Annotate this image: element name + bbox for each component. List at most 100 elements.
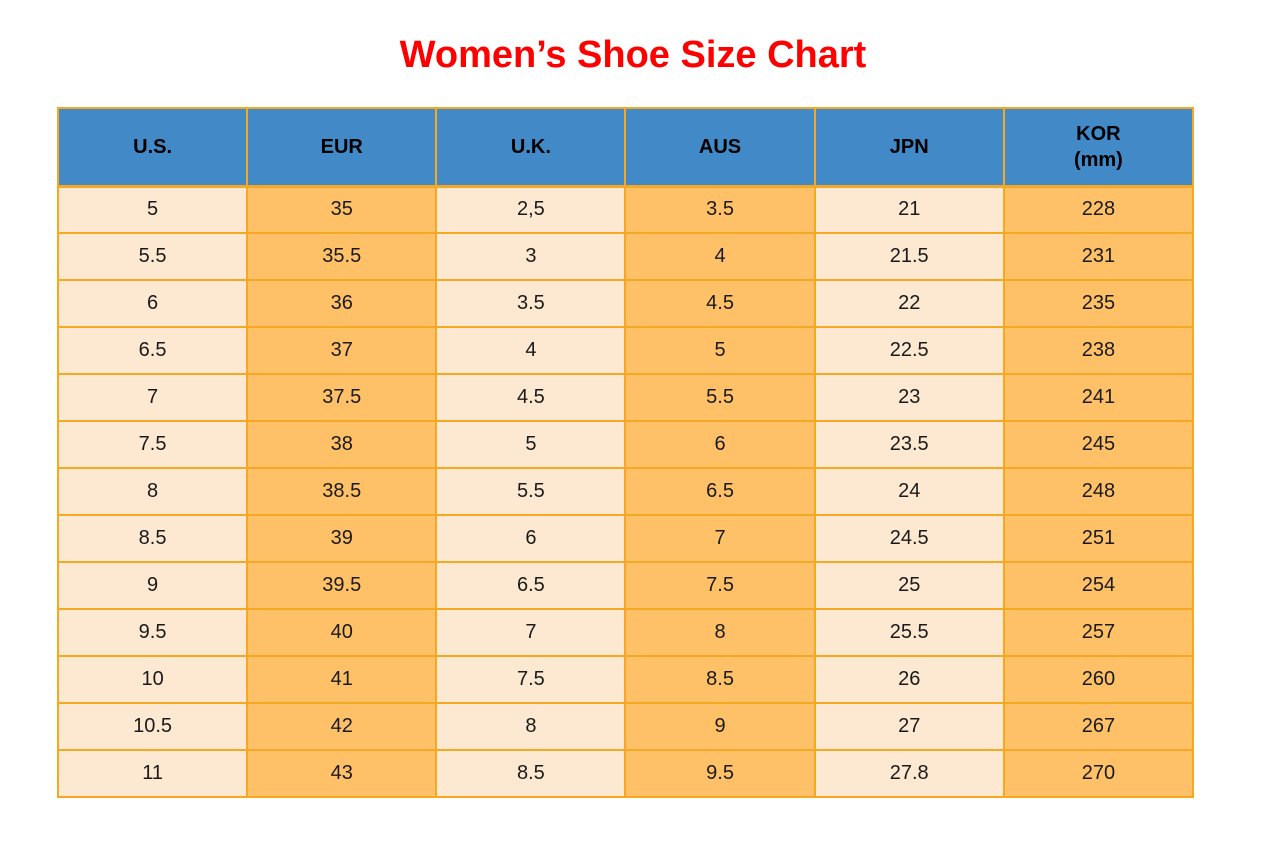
table-cell: 245 xyxy=(1002,420,1195,469)
table-cell: 231 xyxy=(1002,232,1195,281)
table-cell: 38 xyxy=(246,420,438,469)
table-cell: 235 xyxy=(1002,279,1195,328)
header-cell-uk: U.K. xyxy=(435,107,627,188)
header-cell-eur: EUR xyxy=(246,107,438,188)
table-row: 9.5 40 7 8 25.5 257 xyxy=(56,608,1195,657)
table-cell: 260 xyxy=(1002,655,1195,704)
table-cell: 42 xyxy=(246,702,438,751)
table-cell: 8.5 xyxy=(56,514,249,563)
table-cell: 228 xyxy=(1002,185,1195,234)
table-cell: 238 xyxy=(1002,326,1195,375)
table-body: 5 35 2,5 3.5 21 228 5.5 35.5 3 4 21.5 231 6 36 3.5 4.5 2… xyxy=(56,185,1195,798)
table-row: 6 36 3.5 4.5 22 235 xyxy=(56,279,1195,328)
table-cell: 6 xyxy=(624,420,816,469)
table-cell: 241 xyxy=(1002,373,1195,422)
table-cell: 6 xyxy=(435,514,627,563)
table-cell: 6.5 xyxy=(624,467,816,516)
table-cell: 3 xyxy=(435,232,627,281)
table-cell: 6.5 xyxy=(435,561,627,610)
table-row: 7.5 38 5 6 23.5 245 xyxy=(56,420,1195,469)
header-cell-kor-label: KOR xyxy=(1076,122,1121,145)
table-cell: 6 xyxy=(56,279,249,328)
table-cell: 21.5 xyxy=(813,232,1005,281)
table-row: 11 43 8.5 9.5 27.8 270 xyxy=(56,749,1195,798)
table-cell: 6.5 xyxy=(56,326,249,375)
table-cell: 35 xyxy=(246,185,438,234)
table-cell: 24 xyxy=(813,467,1005,516)
table-cell: 43 xyxy=(246,749,438,798)
table-cell: 7 xyxy=(435,608,627,657)
table-cell: 248 xyxy=(1002,467,1195,516)
table-cell: 5 xyxy=(624,326,816,375)
table-cell: 8 xyxy=(56,467,249,516)
table-cell: 7.5 xyxy=(624,561,816,610)
table-cell: 37.5 xyxy=(246,373,438,422)
table-cell: 270 xyxy=(1002,749,1195,798)
table-cell: 39.5 xyxy=(246,561,438,610)
table-row: 8 38.5 5.5 6.5 24 248 xyxy=(56,467,1195,516)
table-cell: 9.5 xyxy=(56,608,249,657)
table-cell: 27 xyxy=(813,702,1005,751)
table-cell: 267 xyxy=(1002,702,1195,751)
table-cell: 5 xyxy=(56,185,249,234)
table-cell: 27.8 xyxy=(813,749,1005,798)
table-cell: 3.5 xyxy=(624,185,816,234)
table-cell: 8.5 xyxy=(624,655,816,704)
table-cell: 22 xyxy=(813,279,1005,328)
table-cell: 26 xyxy=(813,655,1005,704)
table-row: 6.5 37 4 5 22.5 238 xyxy=(56,326,1195,375)
table-cell: 37 xyxy=(246,326,438,375)
table-cell: 35.5 xyxy=(246,232,438,281)
table-cell: 5.5 xyxy=(435,467,627,516)
table-row: 5 35 2,5 3.5 21 228 xyxy=(56,185,1195,234)
table-cell: 3.5 xyxy=(435,279,627,328)
table-cell: 5.5 xyxy=(624,373,816,422)
table-cell: 4.5 xyxy=(435,373,627,422)
shoe-size-table: U.S. EUR U.K. AUS JPN KOR (mm) 5 35 2,5 3.5… xyxy=(56,107,1195,798)
table-cell: 21 xyxy=(813,185,1005,234)
table-row: 9 39.5 6.5 7.5 25 254 xyxy=(56,561,1195,610)
table-cell: 41 xyxy=(246,655,438,704)
header-row: U.S. EUR U.K. AUS JPN KOR (mm) xyxy=(56,107,1195,188)
table-cell: 10.5 xyxy=(56,702,249,751)
table-cell: 10 xyxy=(56,655,249,704)
table-cell: 25.5 xyxy=(813,608,1005,657)
table-cell: 5 xyxy=(435,420,627,469)
table-cell: 5.5 xyxy=(56,232,249,281)
table-cell: 23 xyxy=(813,373,1005,422)
header-cell-aus: AUS xyxy=(624,107,816,188)
table-cell: 7.5 xyxy=(435,655,627,704)
table-cell: 2,5 xyxy=(435,185,627,234)
table-cell: 4 xyxy=(624,232,816,281)
table-row: 7 37.5 4.5 5.5 23 241 xyxy=(56,373,1195,422)
table-cell: 8 xyxy=(624,608,816,657)
table-cell: 38.5 xyxy=(246,467,438,516)
table-cell: 4.5 xyxy=(624,279,816,328)
table-row: 8.5 39 6 7 24.5 251 xyxy=(56,514,1195,563)
table-header: U.S. EUR U.K. AUS JPN KOR (mm) xyxy=(56,107,1195,188)
table-cell: 11 xyxy=(56,749,249,798)
table-cell: 7 xyxy=(624,514,816,563)
table-cell: 22.5 xyxy=(813,326,1005,375)
table-cell: 7 xyxy=(56,373,249,422)
page-title: Women’s Shoe Size Chart xyxy=(399,34,867,76)
table-cell: 254 xyxy=(1002,561,1195,610)
table-cell: 40 xyxy=(246,608,438,657)
table-cell: 24.5 xyxy=(813,514,1005,563)
table-row: 10.5 42 8 9 27 267 xyxy=(56,702,1195,751)
header-cell-kor-unit: (mm) xyxy=(1073,148,1123,171)
header-cell-kor: KOR (mm) xyxy=(1002,107,1195,188)
table-row: 5.5 35.5 3 4 21.5 231 xyxy=(56,232,1195,281)
table-cell: 25 xyxy=(813,561,1005,610)
table-cell: 36 xyxy=(246,279,438,328)
header-cell-jpn: JPN xyxy=(813,107,1005,188)
table-cell: 7.5 xyxy=(56,420,249,469)
table-cell: 9 xyxy=(56,561,249,610)
table-row: 10 41 7.5 8.5 26 260 xyxy=(56,655,1195,704)
table-cell: 8 xyxy=(435,702,627,751)
table-cell: 9.5 xyxy=(624,749,816,798)
table-cell: 39 xyxy=(246,514,438,563)
table-cell: 9 xyxy=(624,702,816,751)
table-cell: 4 xyxy=(435,326,627,375)
